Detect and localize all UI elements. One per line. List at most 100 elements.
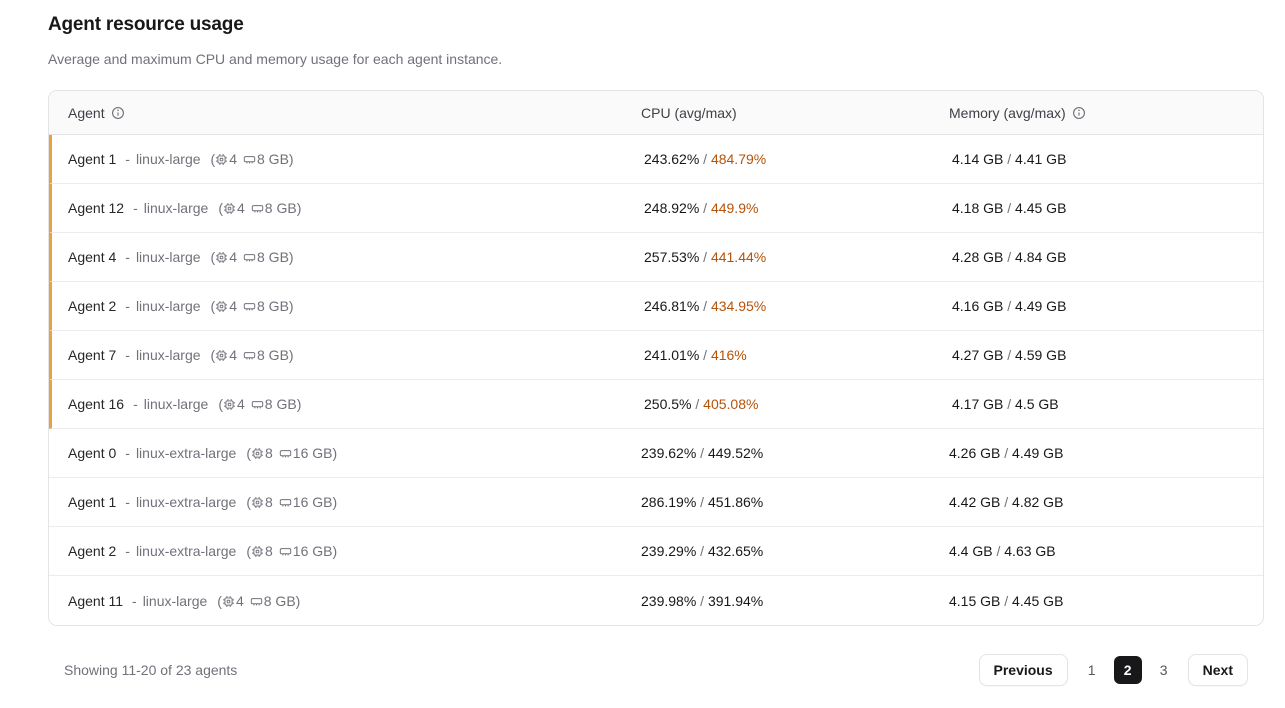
table-row: Agent 16- linux-large (4 8 GB) 250.5% / 405.… xyxy=(49,380,1263,429)
memory-avg-value: 4.4 GB xyxy=(949,543,993,559)
memory-max-value: 4.84 GB xyxy=(1015,249,1067,265)
memory-avg-value: 4.28 GB xyxy=(952,249,1004,265)
cpu-max-value: 391.94% xyxy=(707,592,764,609)
agent-ram-size: 16 GB xyxy=(292,445,333,461)
memory-cell: 4.15 GB / 4.45 GB xyxy=(932,593,1263,609)
cpu-cell: 248.92% / 449.9% xyxy=(627,200,935,216)
agent-cell: Agent 2- linux-extra-large (8 16 GB) xyxy=(49,543,624,559)
cpu-avg-value: 239.98% xyxy=(641,592,697,609)
page-subtitle: Average and maximum CPU and memory usage… xyxy=(48,51,503,67)
agent-instance-type: linux-large xyxy=(135,347,201,363)
memory-max-value: 4.49 GB xyxy=(1012,445,1064,461)
spec-open-paren: ( xyxy=(210,347,216,363)
table-row: Agent 1- linux-large (4 8 GB) 243.62% / 484.… xyxy=(49,135,1263,184)
spec-open-paren: ( xyxy=(210,151,216,167)
table-row: Agent 12- linux-large (4 8 GB) 248.92% / 449… xyxy=(49,184,1263,233)
agent-cell: Agent 0- linux-extra-large (8 16 GB) xyxy=(49,445,624,461)
column-header-cpu-label: CPU (avg/max) xyxy=(641,104,737,121)
cpu-max-value: 451.86% xyxy=(707,494,764,510)
cpu-cell: 239.62% / 449.52% xyxy=(624,445,932,461)
next-button[interactable]: Next xyxy=(1187,654,1248,686)
cpu-avg-value: 250.5% xyxy=(644,396,692,412)
page-button-3[interactable]: 3 xyxy=(1150,656,1178,684)
agent-name: Agent 12 xyxy=(68,200,125,216)
page-title: Agent resource usage xyxy=(48,14,244,35)
cpu-cell: 241.01% / 416% xyxy=(627,347,935,363)
spec-open-paren: ( xyxy=(210,249,216,265)
memory-cell: 4.4 GB / 4.63 GB xyxy=(932,543,1263,559)
agent-cpu-count: 4 xyxy=(229,347,237,363)
results-summary: Showing 11-20 of 23 agents xyxy=(64,662,238,678)
spec-close-paren: ) xyxy=(332,494,338,510)
memory-cell: 4.16 GB / 4.49 GB xyxy=(935,298,1263,314)
cpu-slash: / xyxy=(699,200,711,216)
table-header-row: Agent CPU (avg/max) Memory (avg/max) xyxy=(49,91,1263,135)
column-header-memory-label: Memory (avg/max) xyxy=(949,104,1066,121)
memory-slash: / xyxy=(1003,298,1016,314)
agent-ram-size: 8 GB xyxy=(264,396,297,412)
agent-cpu-count: 4 xyxy=(229,151,237,167)
memory-max-value: 4.49 GB xyxy=(1015,298,1067,314)
cpu-cell: 243.62% / 484.79% xyxy=(627,151,935,167)
memory-cell: 4.28 GB / 4.84 GB xyxy=(935,249,1263,265)
cpu-cell: 239.29% / 432.65% xyxy=(624,543,932,559)
agent-ram-size: 8 GB xyxy=(257,298,289,314)
agent-specs: (4 8 GB) xyxy=(211,347,294,363)
agent-cell: Agent 1- linux-large (4 8 GB) xyxy=(52,151,627,167)
info-icon[interactable] xyxy=(1072,106,1086,120)
agent-separator: - xyxy=(125,543,130,559)
spec-close-paren: ) xyxy=(288,347,294,363)
info-icon[interactable] xyxy=(111,106,125,120)
page-button-2[interactable]: 2 xyxy=(1113,656,1142,684)
agent-name: Agent 11 xyxy=(68,592,124,609)
memory-avg-value: 4.15 GB xyxy=(949,592,1001,609)
cpu-cell: 250.5% / 405.08% xyxy=(627,396,935,412)
ram-icon xyxy=(251,202,264,215)
column-header-agent-label: Agent xyxy=(68,104,105,121)
agent-name: Agent 16 xyxy=(68,396,125,412)
memory-cell: 4.18 GB / 4.45 GB xyxy=(935,200,1263,216)
agent-cell: Agent 2- linux-large (4 8 GB) xyxy=(52,298,627,314)
agent-cell: Agent 12- linux-large (4 8 GB) xyxy=(52,200,627,216)
cpu-slash: / xyxy=(699,298,711,314)
agent-ram-size: 16 GB xyxy=(292,494,333,510)
agent-instance-type: linux-large xyxy=(142,592,208,609)
memory-cell: 4.42 GB / 4.82 GB xyxy=(932,494,1263,510)
cpu-chip-icon xyxy=(215,153,228,166)
spec-close-paren: ) xyxy=(296,200,302,216)
cpu-max-value: 432.65% xyxy=(707,543,764,559)
agent-name: Agent 2 xyxy=(68,543,117,559)
spec-open-paren: ( xyxy=(218,396,223,412)
cpu-slash: / xyxy=(699,151,711,167)
agent-resource-usage-page: Agent resource usage Average and maximum… xyxy=(48,14,1264,686)
memory-cell: 4.27 GB / 4.59 GB xyxy=(935,347,1263,363)
cpu-max-value: 405.08% xyxy=(703,396,759,412)
cpu-slash: / xyxy=(696,543,708,559)
agent-cpu-count: 4 xyxy=(237,396,245,412)
cpu-avg-value: 286.19% xyxy=(641,494,697,510)
cpu-chip-icon xyxy=(215,349,228,362)
page-button-1[interactable]: 1 xyxy=(1078,656,1106,684)
agent-ram-size: 8 GB xyxy=(264,200,297,216)
table-row: Agent 1- linux-extra-large (8 16 GB) 286.19%… xyxy=(49,478,1263,527)
agent-cell: Agent 1- linux-extra-large (8 16 GB) xyxy=(49,494,624,510)
agent-separator: - xyxy=(125,298,130,314)
table-row: Agent 11- linux-large (4 8 GB) 239.98% / 391… xyxy=(49,576,1263,625)
ram-icon xyxy=(251,398,264,411)
memory-slash: / xyxy=(1003,151,1016,167)
cpu-avg-value: 243.62% xyxy=(644,151,700,167)
previous-button[interactable]: Previous xyxy=(978,654,1068,686)
ram-icon xyxy=(243,300,256,313)
memory-slash: / xyxy=(1003,249,1016,265)
memory-slash: / xyxy=(992,543,1005,559)
cpu-cell: 286.19% / 451.86% xyxy=(624,494,932,510)
agent-ram-size: 8 GB xyxy=(257,151,289,167)
agent-specs: (4 8 GB) xyxy=(211,298,294,314)
memory-slash: / xyxy=(1000,445,1013,461)
agent-separator: - xyxy=(125,347,130,363)
spec-close-paren: ) xyxy=(288,151,294,167)
cpu-chip-icon xyxy=(251,496,264,509)
cpu-slash: / xyxy=(699,347,711,363)
